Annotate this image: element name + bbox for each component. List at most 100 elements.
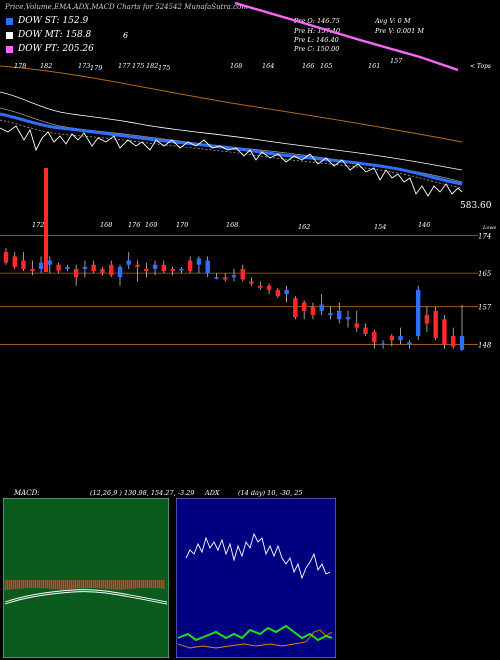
candle-body — [249, 281, 254, 284]
macd-histogram-bar — [139, 580, 141, 589]
candle-body — [30, 268, 35, 272]
macd-histogram-bar — [31, 580, 33, 589]
macd-histogram-bar — [105, 580, 107, 589]
candle-body — [21, 260, 26, 269]
top-label: 182 — [146, 62, 158, 70]
candle-body — [266, 285, 272, 290]
level-label: 157 — [478, 304, 492, 312]
macd-histogram-bar — [9, 580, 11, 590]
macd-chart — [3, 498, 169, 658]
candles — [3, 247, 465, 352]
candle-body — [12, 256, 17, 267]
macd-histogram — [5, 580, 165, 590]
macd-histogram-bar — [137, 580, 139, 589]
candle-body — [354, 323, 359, 328]
candle-body — [293, 298, 298, 318]
adx-values: (14 day) 10, -30, 25 — [238, 489, 303, 497]
macd-histogram-bar — [85, 580, 87, 589]
macd-histogram-bar — [39, 580, 41, 589]
candle-body — [196, 258, 202, 265]
candle-body — [442, 319, 447, 345]
candle-body — [433, 310, 438, 339]
adx-title: ADX — [205, 489, 220, 497]
candle-body — [240, 268, 245, 280]
legend-swatch-pt — [6, 46, 13, 53]
candle-body — [328, 312, 333, 316]
candle-body — [73, 268, 79, 278]
candle-body — [424, 315, 430, 324]
macd-histogram-bar — [141, 580, 143, 589]
macd-histogram-bar — [89, 580, 91, 589]
macd-histogram-bar — [55, 580, 57, 590]
page-title: Price,Volume,EMA,ADX,MACD Charts for 524… — [5, 3, 248, 11]
macd-histogram-bar — [15, 580, 17, 589]
candle-top-label: 172 — [32, 221, 44, 229]
macd-histogram-bar — [161, 580, 163, 589]
volume-bar — [44, 168, 48, 272]
macd-histogram-bar — [153, 580, 155, 589]
candle-body — [231, 275, 237, 278]
macd-histogram-bar — [43, 580, 45, 589]
macd-histogram-bar — [101, 580, 103, 589]
candle-body — [407, 342, 412, 345]
macd-histogram-bar — [13, 580, 15, 590]
candle-body — [415, 289, 421, 337]
macd-histogram-bar — [83, 580, 85, 589]
candle-body — [38, 262, 44, 269]
lows-tag: Lows — [482, 225, 497, 231]
macd-histogram-bar — [81, 580, 83, 589]
candle-top-label: 146 — [418, 221, 430, 229]
candle-body — [126, 260, 131, 265]
macd-histogram-bar — [93, 580, 95, 589]
tops-tag: < Tops — [470, 63, 491, 70]
legend: DOW ST: 152.9 DOW MT: 158.8 DOW PT: 205.… — [6, 16, 156, 58]
top-label: 157 — [390, 57, 403, 65]
candle-body — [389, 336, 395, 341]
candle-top-label: 162 — [298, 223, 310, 231]
level-lines — [0, 234, 478, 345]
macd-histogram-bar — [157, 580, 159, 589]
top-label: 175 — [158, 64, 170, 72]
macd-background — [3, 498, 169, 658]
macd-histogram-bar — [103, 580, 105, 589]
candle-body — [3, 252, 9, 263]
candle-body — [284, 289, 289, 295]
candle-body — [214, 277, 219, 279]
level-label: 148 — [478, 341, 492, 349]
macd-histogram-bar — [5, 580, 7, 590]
candle-body — [451, 336, 456, 347]
quote-pre-l: Pre L: 146.40 — [294, 36, 339, 44]
legend-label-mt: DOW MT: 158.8 — [18, 30, 92, 40]
macd-histogram-bar — [53, 580, 55, 590]
candle-body — [258, 285, 263, 288]
level-label: 165 — [478, 270, 492, 278]
macd-histogram-bar — [47, 580, 49, 589]
top-label: 175 — [132, 62, 144, 70]
candle-body — [170, 268, 175, 272]
legend-label-st: DOW ST: 152.9 — [18, 16, 89, 26]
macd-histogram-bar — [67, 580, 69, 590]
dow-pt-line — [234, 1, 459, 72]
candle-body — [82, 266, 88, 269]
top-label: 166 — [302, 62, 314, 70]
macd-histogram-bar — [41, 580, 43, 589]
macd-histogram-bar — [95, 580, 97, 589]
macd-histogram-bar — [63, 580, 65, 590]
candle-top-label: 170 — [176, 221, 188, 229]
legend-swatch-mt — [6, 32, 13, 39]
macd-histogram-bar — [151, 580, 153, 589]
macd-histogram-bar — [51, 580, 53, 589]
candle-body — [372, 331, 377, 343]
candle-body — [161, 264, 167, 272]
macd-histogram-bar — [25, 580, 27, 589]
legend-item-mt: DOW MT: 158.8 — [6, 30, 156, 44]
macd-histogram-bar — [145, 580, 147, 589]
minus-di-line — [177, 629, 333, 649]
macd-histogram-bar — [7, 580, 9, 590]
candle-body — [144, 268, 149, 272]
price-line — [0, 125, 463, 197]
macd-histogram-bar — [33, 580, 35, 589]
quote-avg-v: Avg V: 0 M — [375, 17, 411, 25]
macd-histogram-bar — [73, 580, 75, 589]
macd-histogram-bar — [121, 580, 123, 590]
